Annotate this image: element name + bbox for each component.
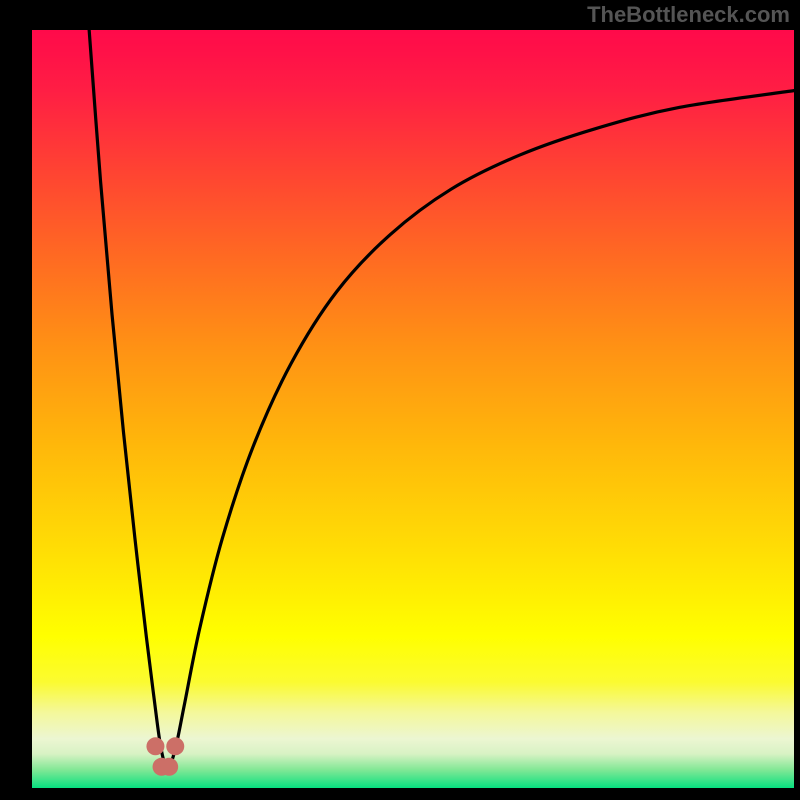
chart-svg xyxy=(32,30,794,788)
watermark-text: TheBottleneck.com xyxy=(587,2,790,28)
plot-area xyxy=(32,30,794,788)
min-marker xyxy=(166,737,184,755)
min-marker xyxy=(160,758,178,776)
min-marker xyxy=(146,737,164,755)
bottleneck-chart: TheBottleneck.com xyxy=(0,0,800,800)
gradient-background xyxy=(32,30,794,788)
